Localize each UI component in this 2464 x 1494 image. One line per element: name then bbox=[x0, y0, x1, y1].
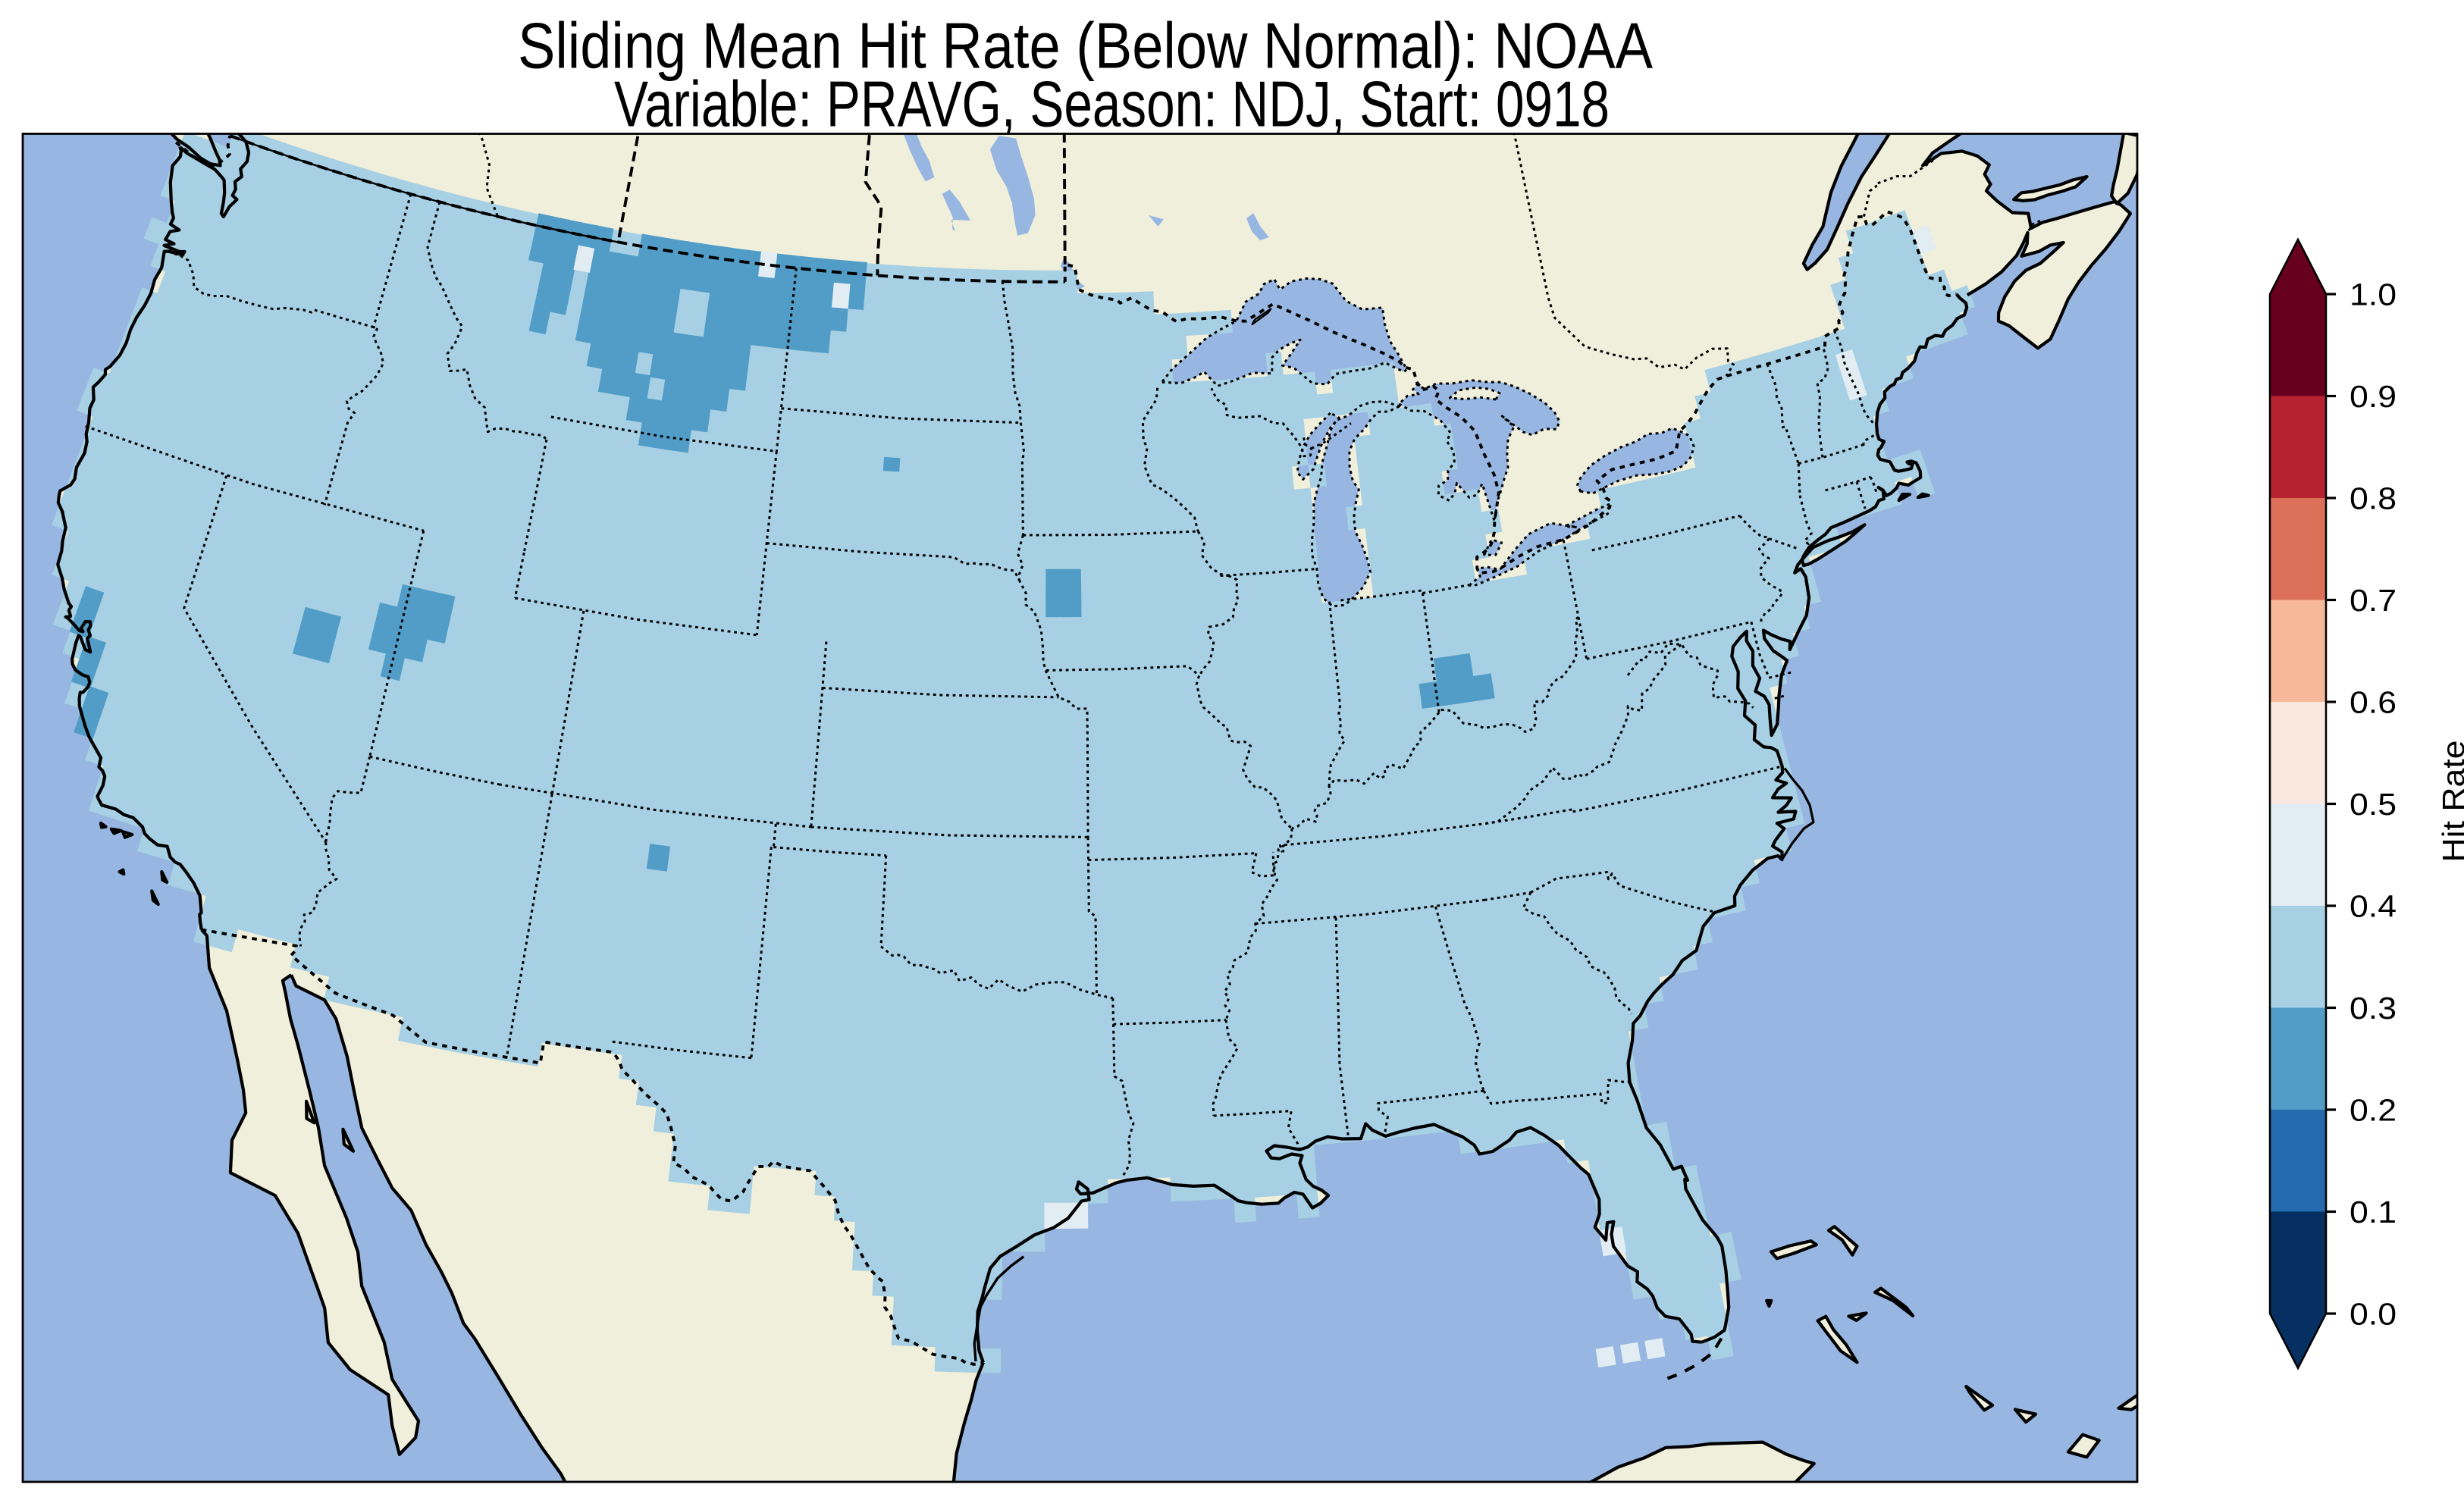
svg-text:0.9: 0.9 bbox=[2350, 379, 2397, 414]
svg-text:0.2: 0.2 bbox=[2350, 1093, 2397, 1128]
svg-text:1.0: 1.0 bbox=[2350, 277, 2397, 312]
svg-text:0.8: 0.8 bbox=[2350, 481, 2397, 516]
svg-text:0.6: 0.6 bbox=[2350, 685, 2397, 720]
svg-text:0.4: 0.4 bbox=[2350, 889, 2397, 924]
svg-text:Hit Rate: Hit Rate bbox=[2436, 741, 2464, 863]
svg-text:0.0: 0.0 bbox=[2350, 1297, 2397, 1332]
svg-text:Sliding Mean Hit Rate (Below N: Sliding Mean Hit Rate (Below Normal): NO… bbox=[518, 11, 1653, 83]
svg-text:0.7: 0.7 bbox=[2350, 583, 2397, 618]
svg-text:0.3: 0.3 bbox=[2350, 991, 2397, 1026]
svg-text:Variable: PRAVG, Season: NDJ,: Variable: PRAVG, Season: NDJ, Start: 091… bbox=[614, 69, 1610, 141]
svg-text:0.5: 0.5 bbox=[2350, 787, 2397, 822]
svg-text:0.1: 0.1 bbox=[2350, 1195, 2397, 1229]
